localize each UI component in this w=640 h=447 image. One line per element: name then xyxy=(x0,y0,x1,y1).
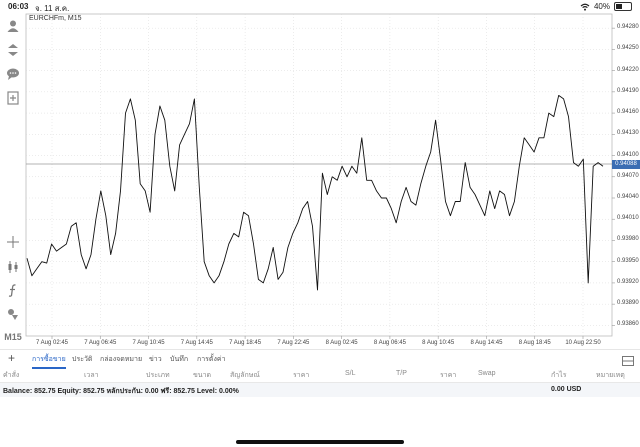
price-tick-label: 0.93890 xyxy=(617,300,639,307)
col-profit: กำไร xyxy=(551,372,567,379)
price-tick-label: 0.94010 xyxy=(617,215,639,222)
chart-frame xyxy=(25,13,613,337)
account-icon[interactable] xyxy=(3,16,23,36)
crosshair-icon[interactable] xyxy=(3,232,23,252)
tab-journal[interactable]: บันทึก xyxy=(170,356,189,363)
balance-row: Balance: 852.75 Equity: 852.75 หลักประกั… xyxy=(0,383,640,397)
timeframe-button[interactable]: M15 xyxy=(4,332,22,342)
price-tick-label: 0.94040 xyxy=(617,194,639,200)
col-current-price: ราคา xyxy=(440,372,457,379)
tab-history[interactable]: ประวัติ xyxy=(72,356,93,363)
time-tick-label: 10 Aug 22:50 xyxy=(565,340,601,346)
home-indicator[interactable] xyxy=(236,440,404,444)
wifi-icon xyxy=(580,3,590,11)
tab-mailbox[interactable]: กล่องจดหมาย xyxy=(100,356,143,363)
time-tick-label: 8 Aug 18:45 xyxy=(518,340,551,346)
price-tick-label: 0.94160 xyxy=(617,109,639,116)
col-time: เวลา xyxy=(84,372,99,379)
time-tick-label: 8 Aug 10:45 xyxy=(422,340,455,346)
price-tick-label: 0.93920 xyxy=(617,278,639,285)
terminal-tabs: + การซื้อขาย ประวัติ กล่องจดหมาย ข่าว บั… xyxy=(0,349,640,371)
col-type: ประเภท xyxy=(146,372,170,379)
time-tick-label: 7 Aug 10:45 xyxy=(132,340,165,346)
price-tick-label: 0.93860 xyxy=(617,321,639,328)
price-tick-label: 0.94250 xyxy=(617,45,639,52)
chat-icon[interactable] xyxy=(3,64,23,84)
current-price-tag: 0.94088 xyxy=(612,159,640,169)
status-bar: 06:03 จ. 11 ส.ค. 40% xyxy=(0,0,640,14)
col-sl: S/L xyxy=(345,370,356,377)
price-tick-label: 0.94280 xyxy=(617,24,639,31)
price-tick-label: 0.93980 xyxy=(617,236,639,243)
trade-icon[interactable] xyxy=(3,40,23,60)
time-tick-label: 7 Aug 14:45 xyxy=(180,340,213,346)
col-tp: T/P xyxy=(396,370,407,377)
new-order-icon[interactable] xyxy=(3,88,23,108)
time-tick-label: 7 Aug 18:45 xyxy=(229,340,262,346)
col-symbol: สัญลักษณ์ xyxy=(230,372,260,379)
plus-icon[interactable]: + xyxy=(8,351,16,365)
price-tick-label: 0.94070 xyxy=(617,172,639,179)
balance-profit: 0.00 USD xyxy=(551,386,582,393)
left-toolbar: M15 xyxy=(0,14,26,346)
price-tick-label: 0.94190 xyxy=(617,87,639,94)
battery-percent: 40% xyxy=(593,2,610,11)
status-right: 40% xyxy=(580,2,632,11)
time-tick-label: 7 Aug 22:45 xyxy=(277,340,310,346)
col-comment: หมายเหตุ xyxy=(596,372,625,379)
price-tick-label: 0.94220 xyxy=(617,66,639,73)
tab-news[interactable]: ข่าว xyxy=(149,356,162,363)
orders-table-header: คำสั่ง เวลา ประเภท ขนาด สัญลักษณ์ ราคา S… xyxy=(0,368,640,383)
status-time: 06:03 xyxy=(8,2,29,11)
price-chart[interactable] xyxy=(0,0,640,349)
price-line-series xyxy=(26,94,604,291)
time-tick-label: 8 Aug 02:45 xyxy=(325,340,358,346)
col-swap: Swap xyxy=(478,370,496,377)
symbol-label: EURCHFm, M15 xyxy=(29,15,82,22)
time-tick-label: 7 Aug 06:45 xyxy=(84,340,117,346)
balance-summary: Balance: 852.75 Equity: 852.75 หลักประกั… xyxy=(3,388,239,395)
time-tick-label: 7 Aug 02:45 xyxy=(35,340,69,346)
expand-panel-icon[interactable] xyxy=(622,353,634,371)
objects-icon[interactable] xyxy=(3,304,23,324)
price-tick-label: 0.94130 xyxy=(617,130,639,137)
status-date: จ. 11 ส.ค. xyxy=(35,4,70,13)
price-tick-label: 0.94100 xyxy=(617,151,639,158)
time-tick-label: 8 Aug 14:45 xyxy=(470,340,503,346)
battery-icon xyxy=(614,2,632,11)
col-order: คำสั่ง xyxy=(3,372,20,379)
price-tick-label: 0.93950 xyxy=(617,257,639,264)
indicators-icon[interactable] xyxy=(3,280,23,300)
time-tick-label: 8 Aug 06:45 xyxy=(373,340,406,346)
col-price: ราคา xyxy=(293,372,310,379)
tab-settings[interactable]: การตั้งค่า xyxy=(197,356,226,363)
col-volume: ขนาด xyxy=(193,372,212,379)
battery-level xyxy=(616,4,622,9)
tab-trade[interactable]: การซื้อขาย xyxy=(32,354,66,369)
candlestick-icon[interactable] xyxy=(3,257,23,277)
